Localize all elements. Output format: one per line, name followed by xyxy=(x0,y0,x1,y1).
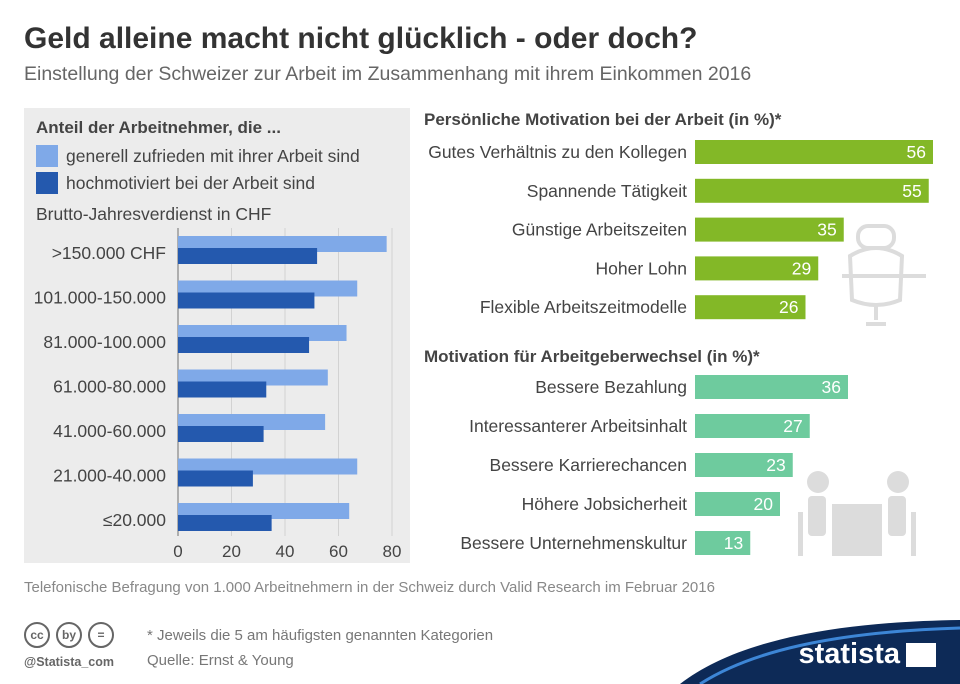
legend-item-motivated: hochmotiviert bei der Arbeit sind xyxy=(36,172,315,194)
motivation-bar xyxy=(695,453,793,477)
bar-value-label: 36 xyxy=(822,377,841,397)
bar-motivated xyxy=(178,337,310,353)
x-tick-label: 40 xyxy=(276,542,295,561)
employer-change-title: Motivation für Arbeitgeberwechsel (in %)… xyxy=(424,347,760,366)
motivation-bar xyxy=(695,375,848,399)
income-category-label: 101.000-150.000 xyxy=(34,288,167,308)
income-axis-title: Brutto-Jahresverdienst in CHF xyxy=(36,204,272,224)
bar-motivated xyxy=(178,470,253,487)
legend-swatch-dark-blue xyxy=(36,172,58,194)
income-category-label: 21.000-40.000 xyxy=(53,466,166,486)
motivation-category-label: Bessere Bezahlung xyxy=(535,377,687,397)
x-tick-label: 80 xyxy=(383,542,402,561)
office-chair-icon xyxy=(842,224,926,326)
statista-logo-icon xyxy=(906,642,936,667)
legend-item-satisfied: generell zufrieden mit ihrer Arbeit sind xyxy=(36,145,360,167)
motivation-bar xyxy=(695,492,780,516)
bar-motivated xyxy=(178,515,272,531)
income-category-label: >150.000 CHF xyxy=(52,243,166,263)
motivation-bar xyxy=(695,217,844,242)
motivation-category-label: Bessere Unternehmenskultur xyxy=(460,533,687,553)
attribution-icon[interactable]: by xyxy=(56,622,82,648)
legend-swatch-light-blue xyxy=(36,145,58,167)
no-derivatives-icon[interactable]: = xyxy=(88,622,114,648)
bar-value-label: 27 xyxy=(783,416,802,436)
bar-motivated xyxy=(178,292,315,309)
survey-note: Telefonische Befragung von 1.000 Arbeitn… xyxy=(24,579,715,596)
motivation-category-label: Interessanterer Arbeitsinhalt xyxy=(469,416,687,436)
bar-value-label: 26 xyxy=(779,297,798,317)
motivation-category-label: Spannende Tätigkeit xyxy=(527,181,687,201)
motivation-category-label: Günstige Arbeitszeiten xyxy=(512,220,687,240)
cc-icon[interactable]: cc xyxy=(24,622,50,648)
license-icons: cc by = xyxy=(24,622,114,648)
x-tick-label: 60 xyxy=(329,542,348,561)
income-category-label: 41.000-60.000 xyxy=(53,421,166,441)
bar-motivated xyxy=(178,426,264,442)
income-category-label: ≤20.000 xyxy=(103,510,166,530)
motivation-bar xyxy=(695,531,751,555)
statista-handle[interactable]: @Statista_com xyxy=(24,655,114,669)
motivation-bar xyxy=(695,414,810,438)
motivation-bar xyxy=(695,256,819,281)
bar-value-label: 56 xyxy=(907,142,926,162)
bar-value-label: 55 xyxy=(902,181,921,201)
income-category-label: 81.000-100.000 xyxy=(43,332,166,352)
income-category-label: 61.000-80.000 xyxy=(53,377,166,397)
motivation-bar xyxy=(695,178,929,203)
legend-label-satisfied: generell zufrieden mit ihrer Arbeit sind xyxy=(66,145,360,166)
motivation-category-label: Gutes Verhältnis zu den Kollegen xyxy=(428,142,687,162)
personal-motivation-title: Persönliche Motivation bei der Arbeit (i… xyxy=(424,110,782,129)
motivation-category-label: Hoher Lohn xyxy=(596,258,687,278)
footnote: * Jeweils die 5 am häufigsten genannten … xyxy=(147,627,494,644)
legend-label-motivated: hochmotiviert bei der Arbeit sind xyxy=(66,172,316,193)
x-tick-label: 0 xyxy=(173,542,182,561)
statista-wordmark: statista xyxy=(798,638,900,670)
bar-value-label: 13 xyxy=(724,533,743,553)
bar-motivated xyxy=(178,248,318,264)
x-tick-label: 20 xyxy=(222,542,241,561)
statista-logo[interactable]: statista xyxy=(798,638,936,671)
bar-motivated xyxy=(178,381,267,398)
legend-title: Anteil der Arbeitnehmer, die ... xyxy=(36,118,281,137)
bar-value-label: 20 xyxy=(754,494,774,514)
bar-value-label: 35 xyxy=(817,220,836,240)
motivation-category-label: Bessere Karrierechancen xyxy=(490,455,687,475)
motivation-category-label: Flexible Arbeitszeitmodelle xyxy=(480,297,687,317)
page-subtitle: Einstellung der Schweizer zur Arbeit im … xyxy=(24,63,752,85)
meeting-icon xyxy=(798,471,916,556)
bar-value-label: 29 xyxy=(792,258,811,278)
motivation-bar xyxy=(695,140,933,164)
motivation-category-label: Höhere Jobsicherheit xyxy=(522,494,688,514)
bar-value-label: 23 xyxy=(766,455,785,475)
page-title: Geld alleine macht nicht glücklich - ode… xyxy=(24,22,698,55)
source-line: Quelle: Ernst & Young xyxy=(147,652,294,669)
motivation-bar xyxy=(695,295,806,320)
